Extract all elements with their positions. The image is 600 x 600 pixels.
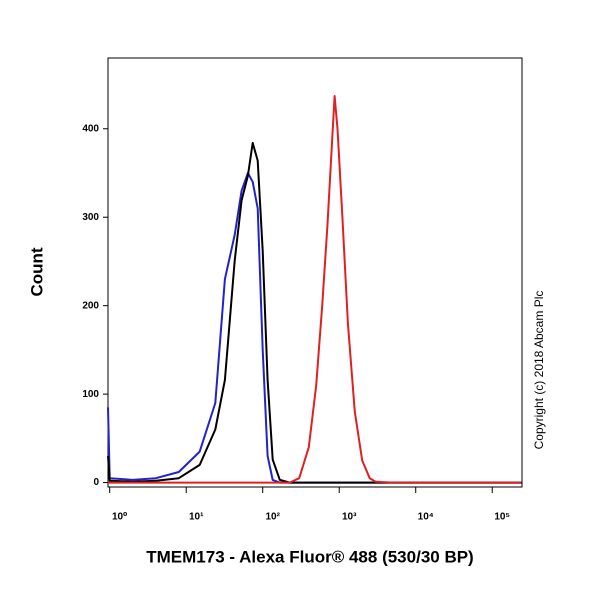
- y-tick-label: 100: [82, 389, 99, 400]
- y-axis-title: Count: [27, 247, 46, 296]
- x-axis-title: TMEM173 - Alexa Fluor® 488 (530/30 BP): [146, 547, 473, 566]
- x-tick-label: 10⁴: [418, 512, 434, 523]
- x-tick-label: 10⁰: [112, 512, 128, 523]
- y-tick-label: 200: [82, 300, 99, 311]
- y-tick-label: 300: [82, 212, 99, 223]
- histogram-line: [108, 95, 522, 484]
- plot-frame: [107, 57, 523, 488]
- x-tick-label: 10¹: [189, 512, 204, 523]
- x-tick-label: 10³: [342, 512, 357, 523]
- histogram-line: [107, 172, 522, 484]
- x-tick-label: 10⁵: [494, 512, 510, 523]
- y-tick-label: 0: [93, 477, 99, 488]
- x-tick-label: 10²: [265, 512, 280, 523]
- copyright: Copyright (c) 2018 Abcam Plc: [532, 291, 546, 450]
- y-tick-label: 400: [82, 123, 99, 134]
- histogram-line: [107, 141, 522, 484]
